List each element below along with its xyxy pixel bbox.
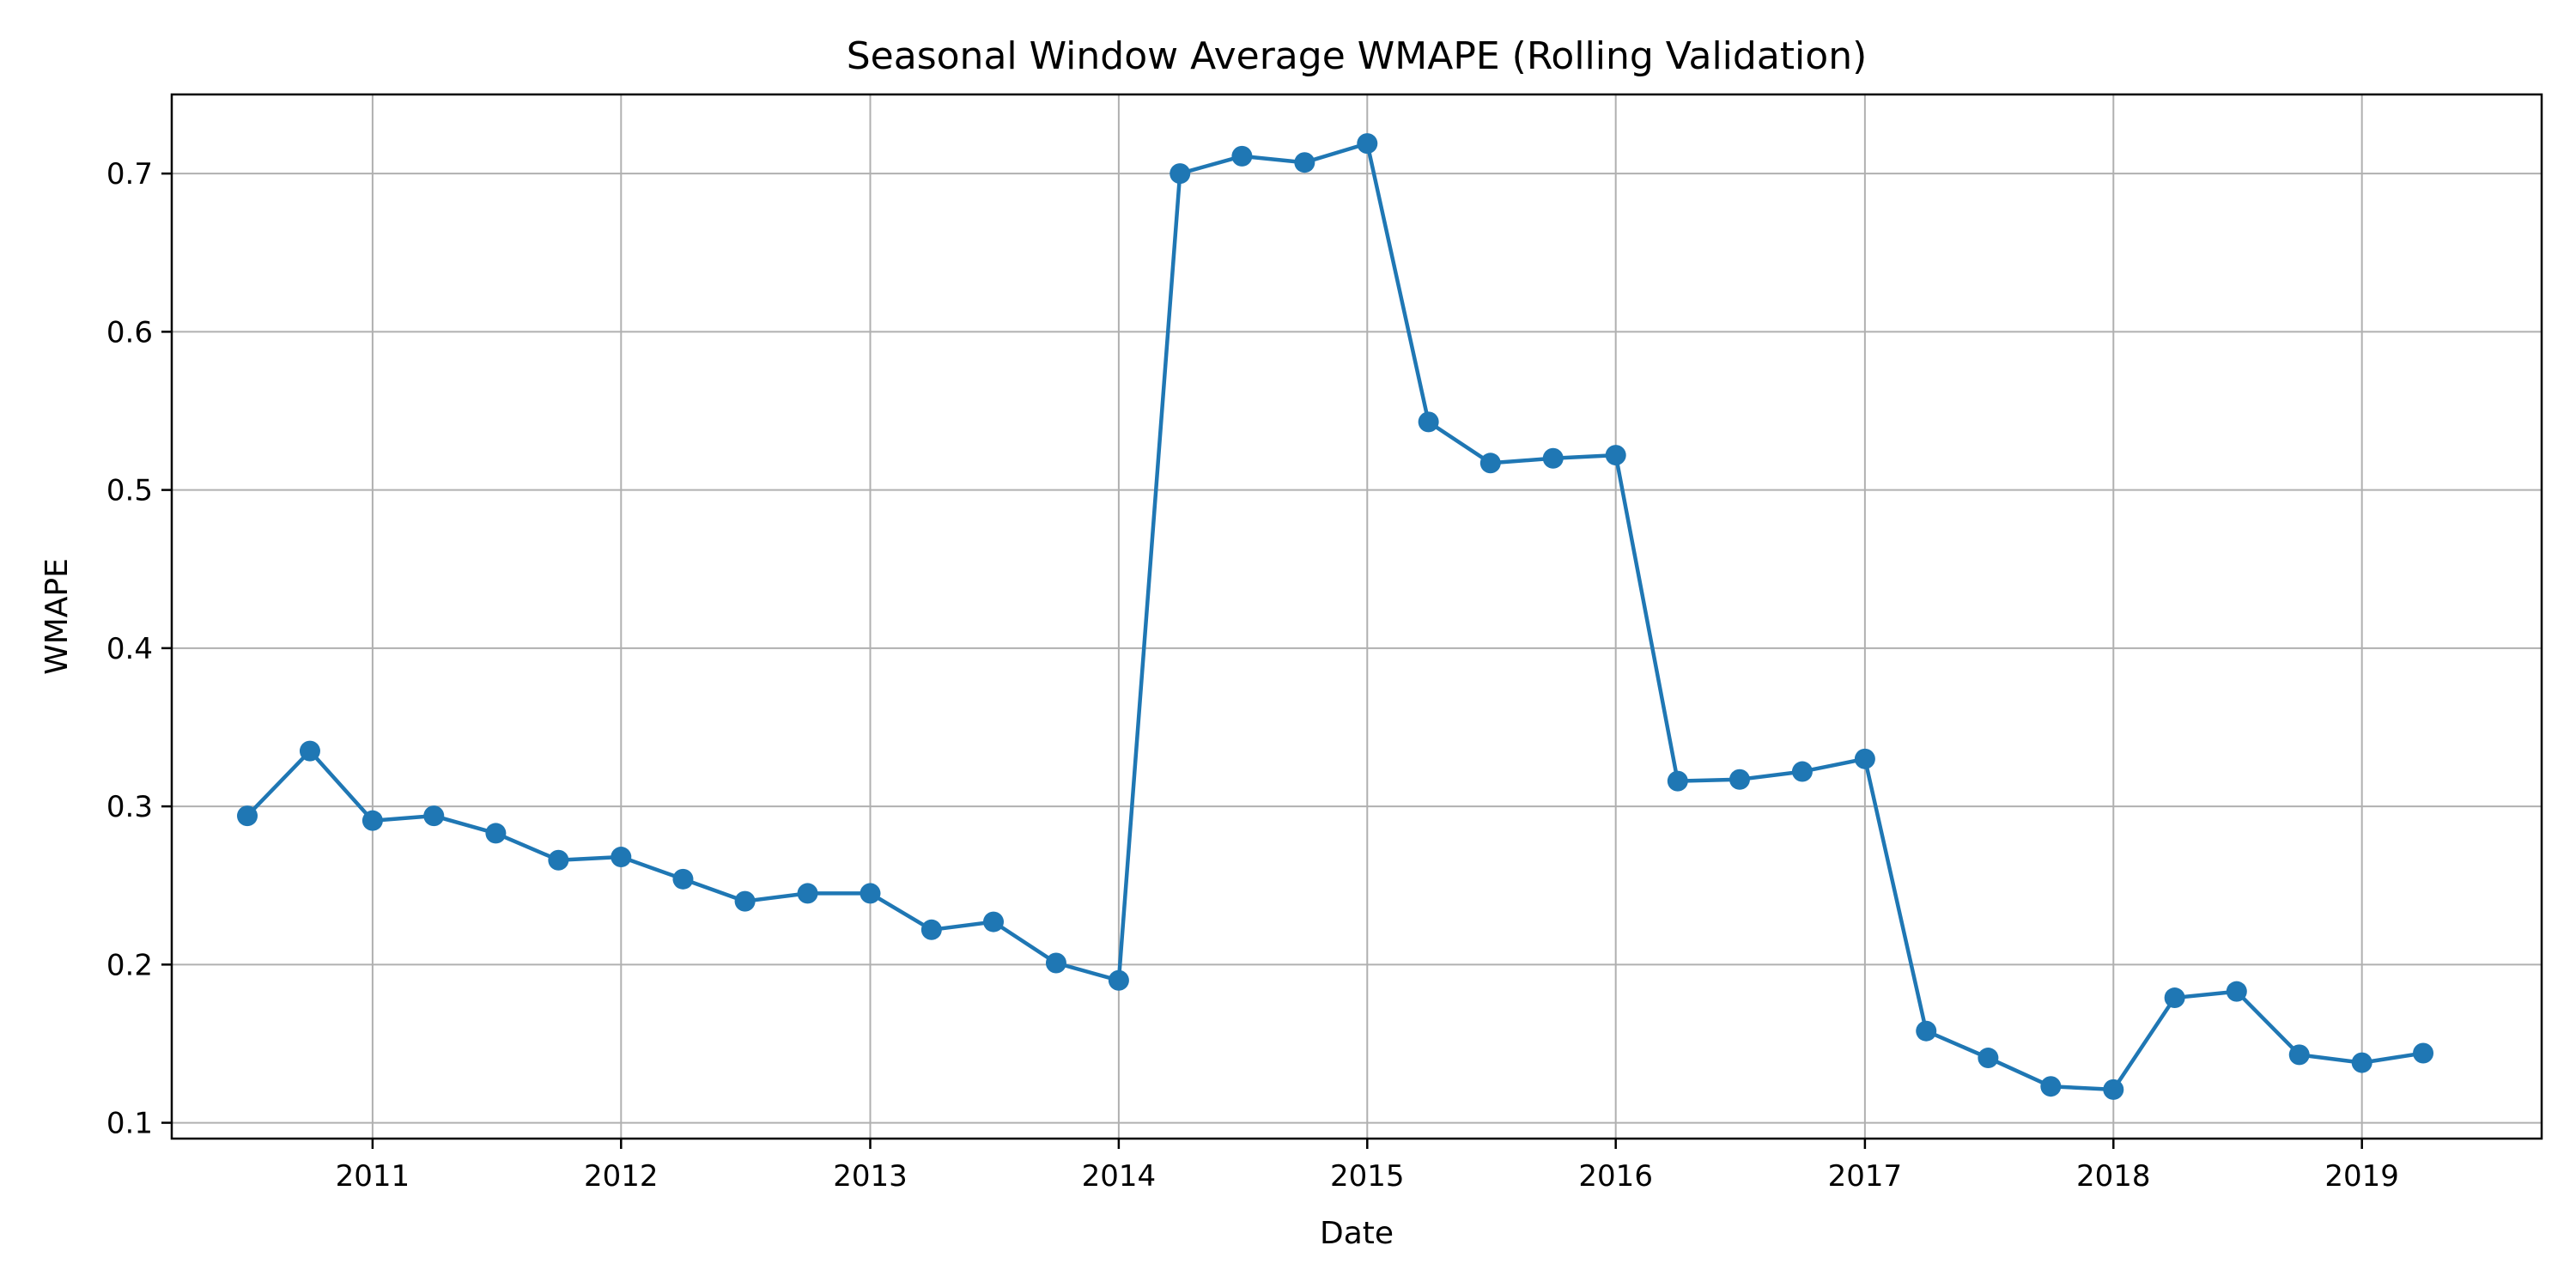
data-point	[2413, 1042, 2434, 1064]
data-point	[361, 810, 383, 831]
x-tick-label: 2015	[1330, 1159, 1405, 1194]
data-point	[2103, 1078, 2124, 1100]
x-tick-label: 2017	[1828, 1159, 1903, 1194]
data-point	[299, 740, 320, 762]
data-point	[1667, 770, 1688, 792]
y-axis-label: WMAPE	[39, 558, 75, 675]
y-tick-label: 0.1	[106, 1107, 153, 1141]
data-point	[2226, 981, 2247, 1002]
data-point	[920, 919, 942, 940]
data-point	[2288, 1044, 2310, 1066]
data-point	[1231, 145, 1253, 167]
data-point	[1542, 447, 1564, 469]
y-tick-label: 0.6	[106, 315, 153, 349]
data-point	[611, 847, 632, 868]
x-tick-label: 2014	[1082, 1159, 1157, 1194]
x-tick-label: 2016	[1578, 1159, 1653, 1194]
data-point	[860, 883, 881, 904]
series-wmape	[237, 133, 2434, 1100]
data-point	[1108, 969, 1129, 991]
data-point	[1294, 152, 1315, 173]
x-axis-label: Date	[1320, 1216, 1394, 1251]
data-point	[485, 823, 507, 844]
chart-title: Seasonal Window Average WMAPE (Rolling V…	[847, 34, 1868, 78]
data-point	[983, 911, 1005, 933]
data-point	[2164, 987, 2185, 1009]
data-point	[1854, 748, 1875, 769]
x-tick-label: 2019	[2324, 1159, 2399, 1194]
data-point	[423, 805, 445, 827]
y-tick-label: 0.7	[106, 157, 153, 191]
data-point	[1791, 761, 1813, 782]
data-point	[1357, 133, 1378, 155]
grid-lines	[172, 94, 2542, 1139]
x-tick-label: 2012	[584, 1159, 659, 1194]
plot-frame	[170, 93, 2543, 1140]
data-point	[548, 849, 569, 871]
data-point	[734, 890, 756, 912]
data-point	[2351, 1052, 2372, 1073]
y-tick-label: 0.2	[106, 948, 153, 982]
data-point	[1479, 453, 1501, 474]
data-point	[1418, 411, 1439, 433]
x-tick-label: 2013	[833, 1159, 908, 1194]
data-point	[1978, 1048, 1999, 1069]
data-point	[672, 868, 694, 890]
y-tick-label: 0.4	[106, 632, 153, 666]
data-point	[1605, 445, 1626, 466]
series-line	[246, 141, 2424, 1092]
data-point	[1916, 1020, 1937, 1042]
y-tick-label: 0.3	[106, 790, 153, 824]
axis-ticks: 2011 2012 2013 2014 2015 2016 2017 2018 2019 0.1 0…	[106, 157, 2399, 1194]
data-point	[797, 883, 818, 904]
data-point	[1170, 163, 1191, 185]
x-tick-label: 2018	[2076, 1159, 2151, 1194]
x-tick-label: 2011	[336, 1159, 410, 1194]
data-point	[1045, 952, 1066, 974]
data-point	[1728, 769, 1750, 790]
data-point	[2040, 1076, 2062, 1097]
data-point	[237, 805, 258, 827]
y-tick-label: 0.5	[106, 474, 153, 508]
